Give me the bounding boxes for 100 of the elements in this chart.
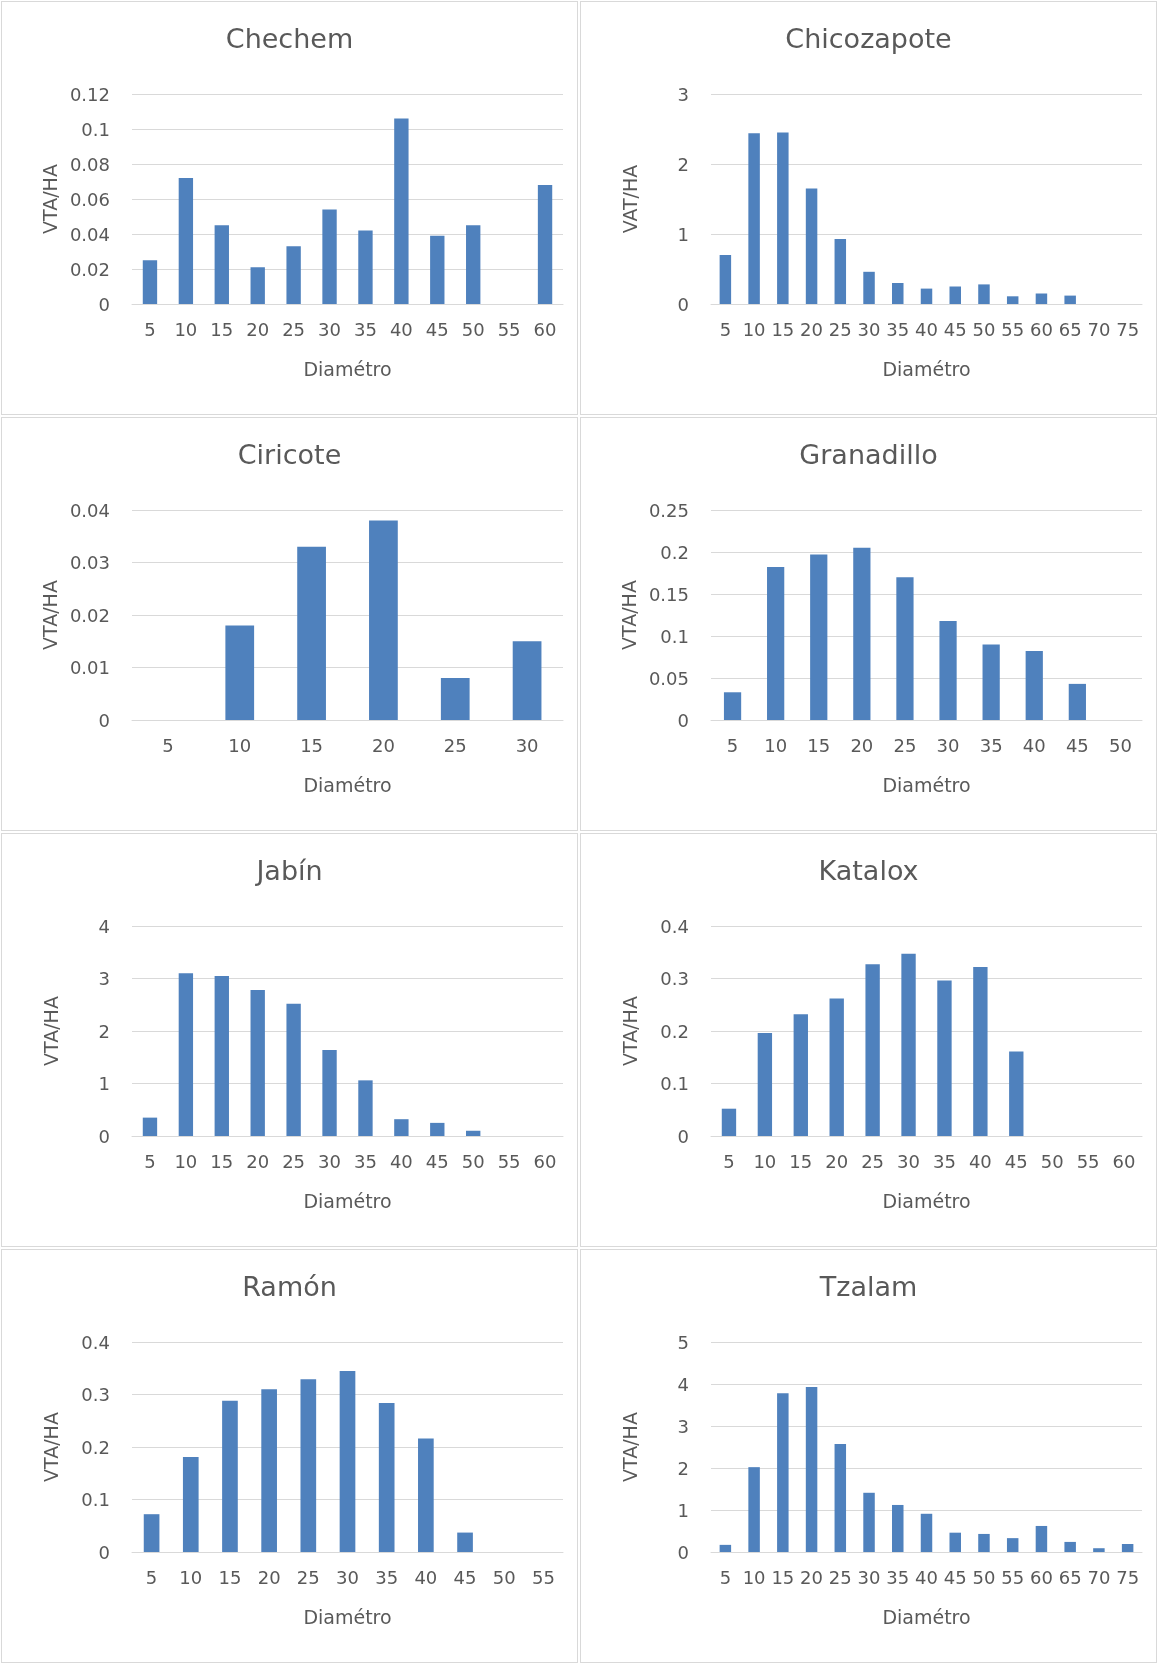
chart-title: Ciricote (237, 439, 342, 470)
y-tick-label: 0.02 (69, 604, 110, 626)
x-tick-label: 15 (300, 734, 324, 756)
y-tick-label: 0.2 (660, 1020, 689, 1042)
bar (834, 1444, 847, 1552)
bar (1121, 1544, 1134, 1552)
bar (939, 620, 957, 720)
y-tick-label: 0.3 (81, 1384, 110, 1405)
bar (178, 973, 194, 1136)
bar (322, 1049, 337, 1136)
x-tick-label: 55 (497, 1150, 521, 1172)
y-tick-label: 0.2 (81, 1436, 110, 1458)
x-tick-label: 20 (800, 318, 824, 340)
x-tick-label: 25 (282, 1150, 306, 1172)
y-tick-label: 1 (677, 1499, 689, 1521)
bar (748, 133, 760, 304)
x-tick-label: 10 (742, 318, 766, 340)
bar (297, 546, 326, 720)
x-tick-label: 60 (1112, 1150, 1136, 1172)
bar (466, 225, 481, 304)
y-tick-label: 0.3 (660, 968, 689, 989)
x-tick-label: 10 (228, 734, 252, 756)
bar (949, 286, 961, 304)
x-tick-label: 30 (897, 1150, 920, 1172)
bar (1093, 1548, 1105, 1552)
x-tick-label: 25 (443, 734, 467, 756)
bar (805, 188, 818, 304)
x-tick-label: 5 (723, 1150, 735, 1172)
x-tick-label: 10 (753, 1150, 777, 1172)
x-tick-label: 20 (246, 318, 270, 340)
x-tick-label: 40 (389, 1150, 413, 1172)
x-axis-title: Diamétro (303, 357, 392, 380)
x-tick-label: 5 (162, 734, 174, 756)
bar (767, 567, 785, 720)
x-tick-label: 35 (979, 734, 1003, 756)
x-tick-label: 40 (414, 1566, 438, 1588)
x-tick-label: 35 (354, 318, 377, 340)
x-tick-label: 75 (1116, 318, 1140, 340)
x-tick-label: 55 (531, 1566, 555, 1588)
y-tick-label: 1 (677, 223, 689, 245)
y-tick-label: 1 (98, 1073, 110, 1094)
x-tick-label: 5 (144, 318, 156, 340)
x-tick-label: 40 (968, 1150, 992, 1172)
y-tick-label: 0.04 (69, 499, 110, 521)
bar (512, 641, 542, 720)
bar (214, 975, 229, 1136)
bar (430, 1122, 445, 1136)
y-tick-label: 0 (98, 1541, 110, 1563)
bar (949, 1532, 961, 1552)
x-tick-label: 60 (1029, 318, 1053, 340)
x-tick-label: 30 (515, 734, 539, 756)
y-axis-title: VTA/HA (617, 580, 640, 650)
x-tick-label: 50 (492, 1566, 516, 1588)
y-tick-label: 0 (98, 293, 110, 315)
y-tick-label: 0 (98, 1125, 110, 1147)
bar (892, 283, 904, 304)
x-tick-label: 20 (371, 734, 395, 756)
x-tick-label: 15 (218, 1566, 242, 1588)
x-tick-label: 10 (742, 1566, 766, 1588)
bar (178, 178, 194, 304)
x-tick-label: 65 (1058, 318, 1082, 340)
x-tick-label: 50 (1040, 1150, 1064, 1172)
x-tick-label: 15 (771, 1566, 795, 1588)
bar (748, 1467, 760, 1552)
y-tick-label: 0.01 (69, 657, 110, 678)
bar (863, 271, 875, 304)
bar (1035, 293, 1048, 304)
y-tick-label: 4 (98, 915, 110, 937)
x-tick-label: 40 (915, 318, 938, 340)
bar (1035, 1525, 1048, 1552)
y-tick-label: 0 (677, 1541, 689, 1563)
x-tick-label: 30 (936, 734, 960, 756)
x-tick-label: 10 (174, 1150, 198, 1172)
y-tick-label: 0 (677, 293, 689, 315)
y-tick-label: 0 (677, 709, 689, 731)
x-axis-title: Diamétro (882, 773, 971, 796)
chart-title: Chechem (225, 23, 354, 54)
bar (1009, 1051, 1024, 1136)
bar (143, 1514, 160, 1552)
x-tick-label: 25 (828, 318, 852, 340)
bar (723, 692, 742, 720)
x-tick-label: 5 (145, 1566, 158, 1588)
y-tick-label: 0.03 (69, 552, 110, 573)
x-axis-title: Diamétro (882, 1605, 971, 1628)
bar (920, 1513, 933, 1552)
bar (300, 1379, 317, 1552)
x-tick-label: 30 (857, 318, 881, 340)
bar (721, 1108, 737, 1136)
bar (973, 966, 988, 1136)
bar (793, 1014, 808, 1136)
x-tick-label: 35 (375, 1566, 399, 1588)
y-axis-title: VTA/HA (39, 996, 62, 1066)
y-tick-label: 2 (677, 153, 689, 175)
bar (719, 255, 732, 304)
chart-title: Ramón (242, 1271, 337, 1302)
bar (920, 288, 933, 304)
bar (982, 644, 1000, 720)
x-tick-label: 25 (893, 734, 917, 756)
x-axis-title: Diamétro (303, 1189, 392, 1212)
bar (937, 980, 952, 1136)
